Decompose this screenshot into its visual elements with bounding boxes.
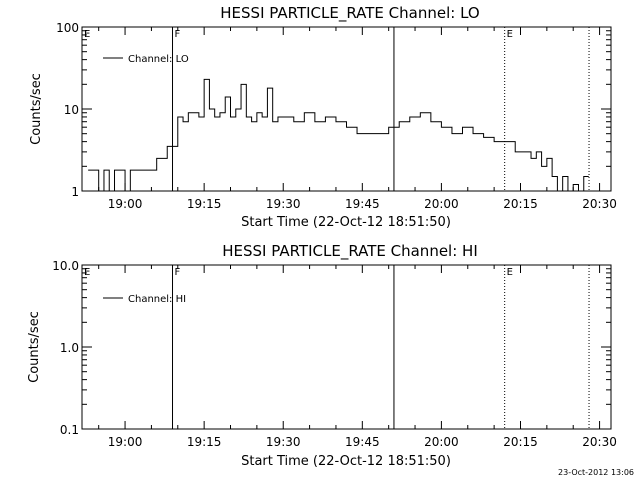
event-marker-label: F [175,267,181,278]
x-tick-label: 19:45 [345,435,380,449]
lo-x-axis-label: Start Time (22-Oct-12 18:51:50) [241,215,451,230]
timestamp-label: 23-Oct-2012 13:06 [558,468,634,477]
hi-chart-title: HESSI PARTICLE_RATE Channel: HI [222,242,478,261]
hi-channel-panel: HESSI PARTICLE_RATE Channel: HI 19:00 19:… [27,242,617,469]
lo-chart-title: HESSI PARTICLE_RATE Channel: LO [220,4,479,23]
lo-x-ticks: 19:00 19:15 19:30 19:45 20:00 20:15 20:30 [98,27,617,211]
lo-y-axis-label: Counts/sec [29,73,44,145]
x-tick-label: 20:30 [582,435,617,449]
x-tick-label: 20:00 [424,435,459,449]
hi-y-axis-label: Counts/sec [27,311,42,383]
hi-legend-label: Channel: HI [128,294,186,305]
lo-y-ticks: 1 10 100 [56,21,611,199]
y-tick-label: 10 [64,103,79,117]
x-tick-label: 19:00 [108,435,143,449]
x-tick-label: 20:15 [503,197,538,211]
hi-plot-frame [81,264,612,430]
y-tick-label: 1 [71,185,79,199]
x-tick-label: 19:15 [187,197,222,211]
x-tick-label: 19:30 [266,435,301,449]
lo-plot-frame [81,26,612,192]
series-line [88,78,589,192]
y-tick-label: 100 [56,21,79,35]
x-tick-label: 20:15 [503,435,538,449]
y-tick-label: 10.0 [52,259,79,273]
x-tick-label: 19:15 [187,435,222,449]
event-marker-label: E [84,267,90,278]
event-marker-label: F [175,29,181,40]
y-tick-label: 0.1 [60,423,79,437]
hi-x-axis-label: Start Time (22-Oct-12 18:51:50) [241,454,451,469]
event-marker-label: E [507,29,513,40]
lo-channel-panel: HESSI PARTICLE_RATE Channel: LO 19:00 19:… [29,4,617,230]
x-tick-label: 19:45 [345,197,380,211]
event-marker-label: E [84,29,90,40]
event-marker-label: E [507,267,513,278]
x-tick-label: 19:00 [108,197,143,211]
lo-legend-label: Channel: LO [128,54,189,65]
x-tick-label: 20:30 [582,197,617,211]
x-tick-label: 20:00 [424,197,459,211]
y-tick-label: 1.0 [60,341,79,355]
hi-y-ticks: 0.1 1.0 10.0 [52,259,611,437]
hi-x-ticks: 19:00 19:15 19:30 19:45 20:00 20:15 20:30 [98,265,617,449]
x-tick-label: 19:30 [266,197,301,211]
lo-series-group [88,78,589,192]
